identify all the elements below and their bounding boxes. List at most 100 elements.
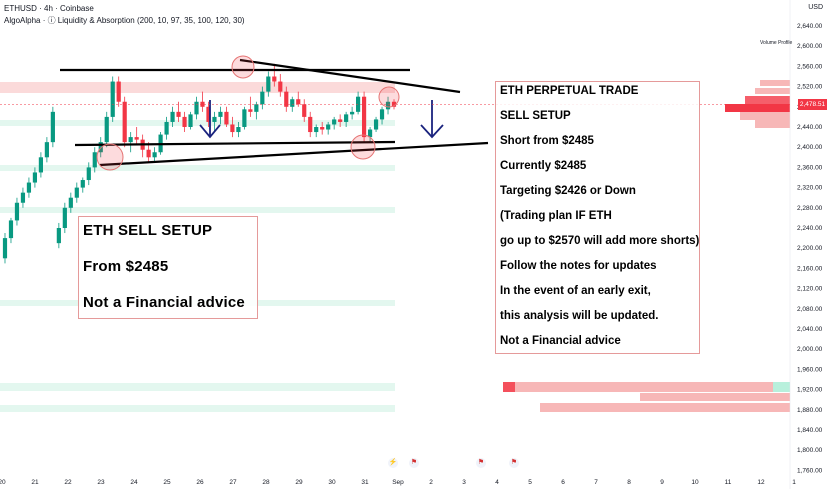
- candle: [248, 109, 253, 112]
- x-tick-label: 8: [627, 479, 631, 486]
- x-tick-label: 22: [64, 479, 72, 486]
- event-icon[interactable]: ⚡: [388, 458, 398, 468]
- y-tick-label: 1,840.00: [797, 427, 823, 434]
- y-tick-label: 2,360.00: [797, 164, 823, 171]
- x-tick-label: 7: [594, 479, 598, 486]
- candle: [344, 114, 349, 122]
- sell-setup-note[interactable]: ETH SELL SETUP From $2485 Not a Financia…: [78, 216, 258, 319]
- candle: [302, 104, 307, 117]
- y-tick-label: 2,560.00: [797, 63, 823, 70]
- symbol-info[interactable]: ETHUSD · 4h · Coinbase: [4, 4, 94, 13]
- x-tick-label: Sep: [392, 479, 404, 486]
- candle: [379, 109, 385, 120]
- liquidity-zone-green: [0, 207, 395, 213]
- note-line: In the event of an early exit,: [500, 285, 651, 297]
- note-line: ETH PERPETUAL TRADE: [500, 85, 639, 97]
- candle: [56, 228, 61, 244]
- x-tick-label: 30: [328, 479, 336, 486]
- descending-trendline[interactable]: [239, 58, 461, 94]
- y-tick-label: 2,120.00: [797, 286, 823, 293]
- candle: [134, 137, 139, 140]
- flag-icon[interactable]: ⚑: [409, 458, 419, 468]
- y-tick-label: 2,080.00: [797, 306, 823, 313]
- note-line: ETH SELL SETUP: [83, 222, 213, 239]
- candle: [367, 129, 373, 138]
- trade-plan-note[interactable]: ETH PERPETUAL TRADE SELL SETUP Short fro…: [495, 81, 700, 354]
- x-tick-label: 28: [262, 479, 270, 486]
- x-tick-label: 10: [691, 479, 699, 486]
- candle: [68, 197, 73, 208]
- highlight-circle: [231, 55, 255, 79]
- candle: [356, 96, 361, 112]
- y-tick-label: 2,000.00: [797, 346, 823, 353]
- rising-trendline[interactable]: [99, 141, 489, 167]
- y-tick-label: 2,160.00: [797, 265, 823, 272]
- y-tick-label: 2,280.00: [797, 205, 823, 212]
- candle: [326, 124, 331, 130]
- candle: [350, 111, 355, 115]
- candle: [32, 172, 38, 183]
- candle: [50, 111, 55, 143]
- candle: [176, 111, 181, 117]
- y-tick-label: 1,800.00: [797, 447, 823, 454]
- candle: [14, 202, 20, 221]
- candle: [122, 101, 127, 143]
- candle: [230, 124, 235, 133]
- candle: [224, 111, 229, 125]
- candle: [26, 182, 32, 193]
- candle: [2, 238, 8, 259]
- note-line: Short from $2485: [500, 135, 594, 147]
- highlight-circle: [350, 134, 376, 160]
- volume-profile-label: Volume Profile: [760, 40, 793, 46]
- candle: [242, 109, 247, 127]
- candle: [20, 192, 26, 203]
- candle: [110, 81, 115, 117]
- candle: [188, 114, 193, 127]
- note-line: Not a Financial advice: [83, 294, 245, 311]
- x-tick-label: 6: [561, 479, 565, 486]
- y-tick-label: 1,880.00: [797, 407, 823, 414]
- flag-icon[interactable]: ⚑: [509, 458, 519, 468]
- candle: [218, 111, 223, 117]
- note-line: Not a Financial advice: [500, 335, 621, 347]
- liquidity-zone-red: [0, 82, 395, 93]
- x-tick-label: 21: [31, 479, 39, 486]
- candle: [391, 101, 397, 107]
- candle: [8, 220, 14, 239]
- candle: [62, 207, 67, 228]
- candle: [200, 101, 205, 107]
- indicator-label[interactable]: AlgoAlpha · ⓘ Liquidity & Absorption (20…: [4, 16, 245, 25]
- highlight-circle: [378, 86, 400, 108]
- x-tick-label: 26: [196, 479, 204, 486]
- candle: [332, 119, 337, 125]
- candle: [260, 91, 265, 105]
- candle: [320, 127, 325, 130]
- x-tick-label: 11: [725, 479, 732, 486]
- support-line[interactable]: [74, 140, 396, 147]
- y-tick-label: 2,320.00: [797, 185, 823, 192]
- x-tick-label: 29: [295, 479, 303, 486]
- x-tick-label: 2: [429, 479, 433, 486]
- candle: [314, 127, 319, 133]
- candle: [182, 116, 187, 127]
- candle: [373, 119, 379, 130]
- note-line: Targeting $2426 or Down: [500, 185, 636, 197]
- candle: [86, 167, 91, 181]
- liquidity-zone-green: [0, 120, 395, 126]
- y-tick-label: 2,640.00: [797, 23, 823, 30]
- down-arrow-icon: [420, 100, 444, 139]
- note-line: this analysis will be updated.: [500, 310, 659, 322]
- candle: [194, 101, 199, 115]
- y-tick-label: 1,920.00: [797, 387, 823, 394]
- current-price-tag: 2,478.51: [798, 99, 827, 110]
- candle: [296, 99, 301, 105]
- flag-icon[interactable]: ⚑: [476, 458, 486, 468]
- candle: [266, 76, 271, 92]
- candle: [104, 116, 109, 143]
- note-line: Follow the notes for updates: [500, 260, 657, 272]
- highlight-circle: [96, 143, 124, 171]
- candle: [206, 106, 211, 122]
- volume-profile: [503, 80, 790, 412]
- liquidity-zone-green: [0, 405, 395, 412]
